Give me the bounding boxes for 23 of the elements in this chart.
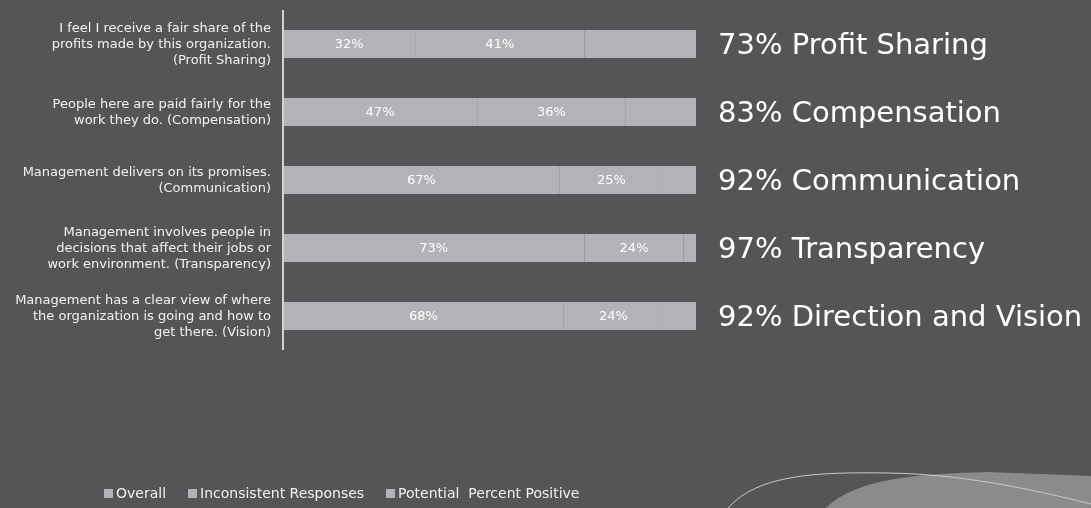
data-label: 32% [334,35,364,51]
legend-label: Inconsistent Responses [200,485,365,501]
legend-label: Overall [116,485,167,501]
y-tick-label: People here are paid fairly for the work they do. (Compensation) [52,95,271,127]
text: 92% Communication [718,162,1021,198]
data-label: 47% [365,103,395,119]
data-label: 24% [619,239,649,255]
text: 97% Transparency [718,230,986,266]
data-label: 41% [485,35,515,51]
data-label: 25% [596,171,626,187]
data-label: 67% [406,171,436,187]
y-tick-label: I feel I receive a fair share of the profits made by this organization. (Profit Sharing) [51,19,271,67]
legend-label: Potential Percent Positive [398,485,580,501]
data-label: 36% [537,103,566,119]
y-tick-label: Management has a clear view of where the organization is going and how to get there. (Vision) [15,291,272,339]
data-label: 24% [598,307,628,323]
data-label: 68% [408,307,438,323]
text: 73% Profit Sharing [718,26,988,62]
text: 92% Direction and Vision [718,298,1083,334]
data-label: 73% [419,239,449,255]
text: 83% Compensation [718,94,1001,130]
y-tick-label: Management involves people in decisions that affect their jobs or work environment. (Transparency) [47,223,272,271]
y-tick-label: Management delivers on its promises. (Communication) [22,163,271,195]
